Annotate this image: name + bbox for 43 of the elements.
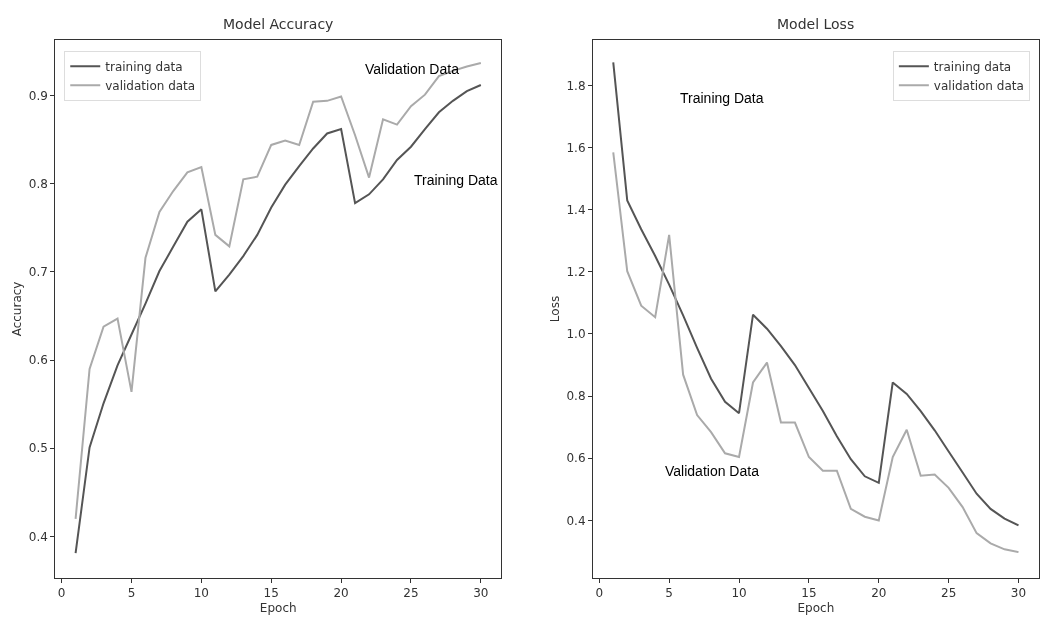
y-tick-label: 0.4 — [28, 529, 48, 544]
x-tick-label: 10 — [193, 586, 209, 601]
x-tick-label: 25 — [941, 586, 957, 601]
x-tick-label: 5 — [665, 586, 673, 601]
y-tick-label: 1.2 — [566, 265, 586, 280]
y-tick-label: 0.8 — [28, 176, 48, 191]
x-tick-label: 20 — [333, 586, 349, 601]
y-tick-label: 0.4 — [566, 513, 586, 528]
x-tick-label: 25 — [403, 586, 419, 601]
x-tick-label: 30 — [473, 586, 489, 601]
y-tick-label: 0.6 — [566, 451, 586, 466]
y-tick-label: 0.7 — [28, 265, 48, 280]
y-tick-label: 0.9 — [28, 88, 48, 103]
x-tick-label: 5 — [127, 586, 136, 601]
x-tick-label: 20 — [871, 586, 887, 601]
line-series — [612, 151, 1020, 554]
x-tick-label: 10 — [731, 586, 747, 601]
chart-title: Model Loss — [777, 16, 855, 32]
x-tick-label: 15 — [801, 586, 817, 601]
legend-label: training data — [933, 59, 1012, 74]
y-axis-title: Accuracy — [10, 281, 25, 337]
x-tick-label: 30 — [1010, 586, 1027, 601]
x-tick-label: 0 — [57, 586, 66, 601]
legend-label: validation data — [933, 78, 1024, 93]
y-tick-label: 1.8 — [566, 78, 586, 93]
y-tick-label: 0.5 — [28, 441, 48, 456]
y-tick-label: 0.8 — [566, 389, 586, 404]
annotation: Validation Data — [665, 463, 760, 479]
x-axis-title: Epoch — [259, 601, 297, 616]
annotation: Training Data — [414, 172, 498, 188]
y-tick-label: 1.6 — [566, 140, 586, 155]
x-axis-title: Epoch — [797, 601, 835, 616]
x-tick-label: 15 — [263, 586, 279, 601]
legend-label: training data — [105, 59, 183, 74]
x-tick-label: 0 — [595, 586, 604, 601]
y-tick-label: 1.0 — [566, 327, 586, 342]
y-tick-label: 0.6 — [28, 353, 48, 368]
y-tick-label: 1.4 — [566, 202, 586, 217]
annotation: Validation Data — [365, 61, 460, 77]
chart-title: Model Accuracy — [223, 16, 334, 32]
y-axis-title: Loss — [547, 295, 562, 323]
legend-label: validation data — [105, 78, 196, 93]
annotation: Training Data — [680, 90, 764, 106]
